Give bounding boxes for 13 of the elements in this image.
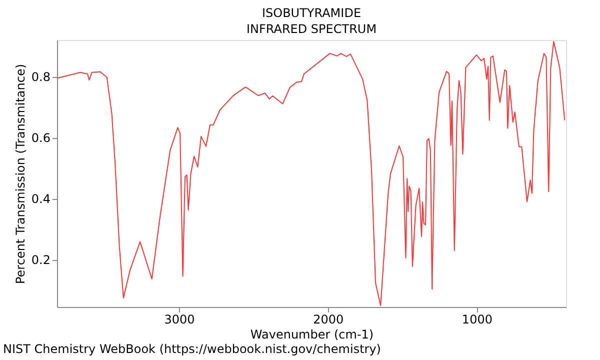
y-tick-label: 0.8 <box>31 70 50 84</box>
x-tick-label: 3000 <box>164 312 195 326</box>
y-tick-label: 0.2 <box>31 253 50 268</box>
x-axis-title: Wavenumber (cm-1) <box>250 328 374 342</box>
chart-subtitle: INFRARED SPECTRUM <box>246 22 377 36</box>
chart-title: ISOBUTYRAMIDE <box>262 6 362 20</box>
text: NIST Chemistry WebBook (https://webbook.nist.gov/chemistry) <box>3 342 381 356</box>
y-axis-title: Percent Transmission (Transmitance) <box>13 64 28 284</box>
line-series <box>57 41 566 306</box>
y-tick-label: 0.4 <box>31 192 50 206</box>
x-tick-label: 2000 <box>313 312 344 326</box>
y-tick-label: 0.6 <box>31 131 50 146</box>
x-tick-label: 1000 <box>462 312 492 326</box>
